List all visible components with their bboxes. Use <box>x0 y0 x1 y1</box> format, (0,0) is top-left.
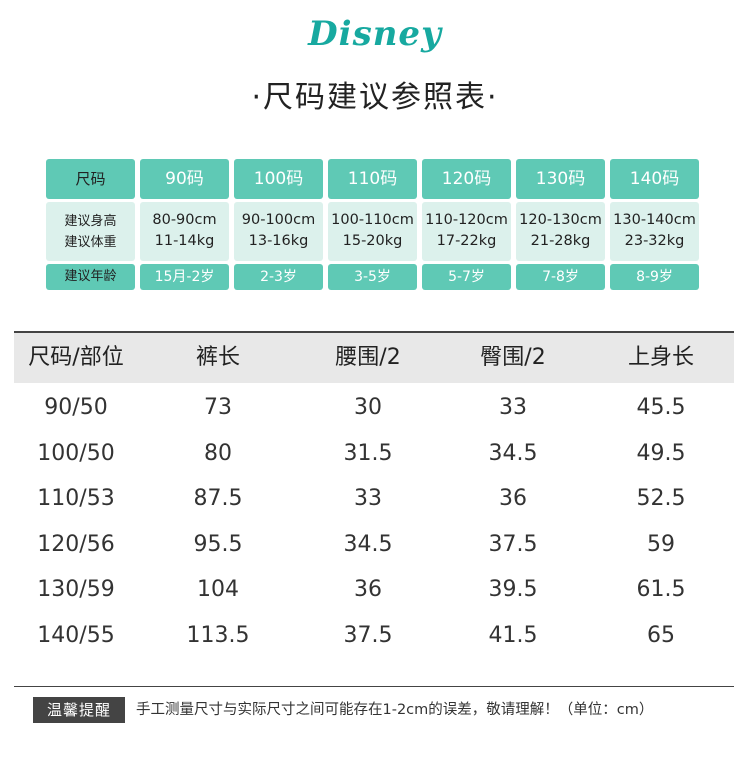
size-90-height-weight: 80-90cm 11-14kg <box>140 202 229 261</box>
table-cell: 100/50 <box>37 440 115 466</box>
age-value: 7-8岁 <box>516 264 605 290</box>
age-value: 8-9岁 <box>610 264 699 290</box>
age-value: 15月-2岁 <box>140 264 229 290</box>
table-cell: 80 <box>204 440 232 466</box>
size-guide-age-row: 建议年龄 15月-2岁 2-3岁 3-5岁 5-7岁 7-8岁 8-9岁 <box>46 264 699 290</box>
size-label: 尺码 <box>46 159 135 199</box>
table-cell: 110/53 <box>37 486 115 511</box>
table-cell: 36 <box>354 577 382 602</box>
table-cell: 33 <box>354 486 382 511</box>
reminder-text: 手工测量尺寸与实际尺寸之间可能存在1-2cm的误差，敬请理解！（单位：cm） <box>136 702 654 718</box>
table-row: 130/59 104 36 39.5 61.5 <box>14 567 734 613</box>
height-label: 建议身高 <box>64 214 117 229</box>
height-value: 80-90cm <box>152 212 217 228</box>
height-weight-label: 建议身高 建议体重 <box>46 202 135 261</box>
weight-value: 11-14kg <box>154 233 215 249</box>
size-130-height-weight: 120-130cm 21-28kg <box>516 202 605 261</box>
height-value: 90-100cm <box>241 212 316 228</box>
size-110: 110码 <box>328 159 417 199</box>
weight-value: 15-20kg <box>342 233 403 249</box>
page-title: ·尺码建议参照表· <box>251 80 499 115</box>
table-cell: 90/50 <box>44 395 108 420</box>
height-value: 130-140cm <box>613 212 696 228</box>
header-waist: 腰围/2 <box>335 345 401 370</box>
height-value: 120-130cm <box>519 212 602 228</box>
table-cell: 104 <box>197 577 239 602</box>
table-header-row: 尺码/部位 裤长 腰围/2 臀围/2 上身长 <box>14 333 734 383</box>
size-110-height-weight: 100-110cm 15-20kg <box>328 202 417 261</box>
table-cell: 30 <box>354 395 382 420</box>
size-guide-height-weight-row: 建议身高 建议体重 80-90cm 11-14kg 90-100cm 13-16… <box>46 202 699 261</box>
table-row: 90/50 73 30 33 45.5 <box>14 385 734 431</box>
size-130: 130码 <box>516 159 605 199</box>
header-top-length: 上身长 <box>627 345 694 370</box>
header-size-part: 尺码/部位 <box>28 345 124 370</box>
weight-value: 13-16kg <box>248 233 309 249</box>
table-cell: 61.5 <box>636 577 686 602</box>
table-cell: 140/55 <box>37 622 115 648</box>
table-top-divider <box>14 331 734 333</box>
table-cell: 41.5 <box>488 622 538 648</box>
weight-value: 23-32kg <box>624 233 685 249</box>
weight-value: 17-22kg <box>436 233 497 249</box>
table-cell: 49.5 <box>636 440 686 466</box>
disney-logo: Disney <box>308 14 442 54</box>
table-row: 140/55 113.5 37.5 41.5 65 <box>14 613 734 659</box>
height-value: 100-110cm <box>331 212 414 228</box>
header-pants-length: 裤长 <box>195 345 240 370</box>
age-label: 建议年龄 <box>46 264 135 290</box>
table-cell: 34.5 <box>343 531 393 557</box>
table-bottom-divider <box>14 686 734 687</box>
age-value: 2-3岁 <box>234 264 323 290</box>
table-cell: 34.5 <box>488 440 538 466</box>
size-100: 100码 <box>234 159 323 199</box>
size-guide: 尺码 90码 100码 110码 120码 130码 140码 建议身高 建议体… <box>46 159 699 290</box>
size-90: 90码 <box>140 159 229 199</box>
table-cell: 37.5 <box>488 531 538 557</box>
table-cell: 130/59 <box>37 577 115 602</box>
table-cell: 52.5 <box>636 486 686 511</box>
height-value: 110-120cm <box>425 212 508 228</box>
table-cell: 31.5 <box>343 440 393 466</box>
table-row: 100/50 80 31.5 34.5 49.5 <box>14 431 734 477</box>
table-cell: 95.5 <box>193 531 243 557</box>
table-cell: 36 <box>499 486 527 511</box>
size-140: 140码 <box>610 159 699 199</box>
measurement-table: 尺码/部位 裤长 腰围/2 臀围/2 上身长 90/50 73 30 33 45… <box>14 331 734 658</box>
size-100-height-weight: 90-100cm 13-16kg <box>234 202 323 261</box>
weight-label: 建议体重 <box>64 235 117 250</box>
header-hip: 臀围/2 <box>480 345 546 370</box>
table-cell: 45.5 <box>636 395 686 420</box>
table-cell: 87.5 <box>193 486 243 511</box>
table-cell: 73 <box>204 395 232 420</box>
table-cell: 33 <box>499 395 527 420</box>
age-value: 5-7岁 <box>422 264 511 290</box>
weight-value: 21-28kg <box>530 233 591 249</box>
table-cell: 59 <box>647 531 675 557</box>
age-value: 3-5岁 <box>328 264 417 290</box>
size-guide-header-row: 尺码 90码 100码 110码 120码 130码 140码 <box>46 159 699 199</box>
size-120: 120码 <box>422 159 511 199</box>
table-cell: 120/56 <box>37 531 115 557</box>
table-cell: 39.5 <box>488 577 538 602</box>
table-cell: 113.5 <box>186 622 250 648</box>
table-cell: 65 <box>647 622 675 648</box>
table-cell: 37.5 <box>343 622 393 648</box>
table-row: 120/56 95.5 34.5 37.5 59 <box>14 522 734 568</box>
size-140-height-weight: 130-140cm 23-32kg <box>610 202 699 261</box>
size-120-height-weight: 110-120cm 17-22kg <box>422 202 511 261</box>
table-row: 110/53 87.5 33 36 52.5 <box>14 476 734 522</box>
reminder-badge: 温馨提醒 <box>33 697 125 723</box>
